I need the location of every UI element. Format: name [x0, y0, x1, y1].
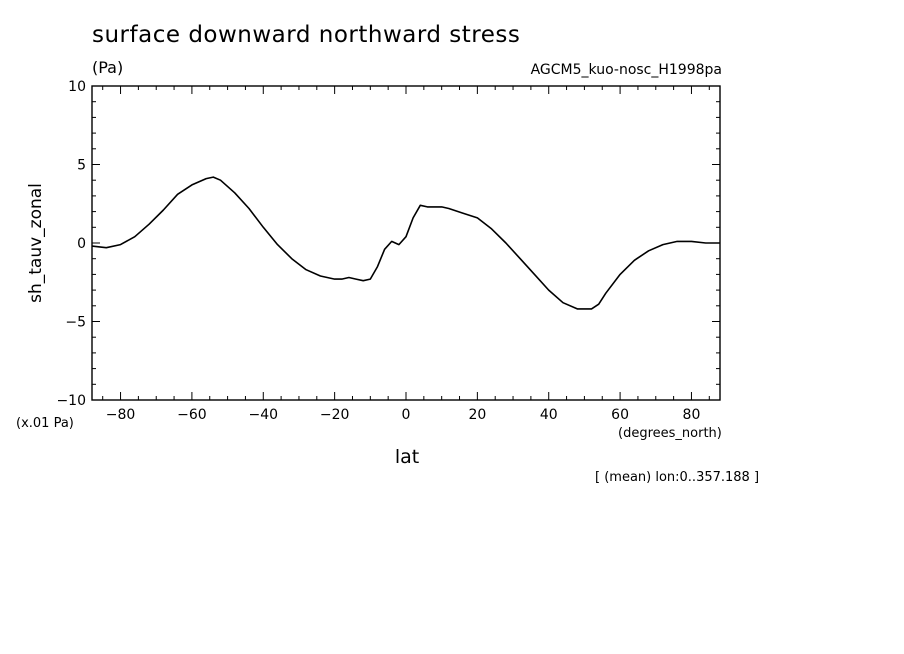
y-tick-label: 10 [68, 79, 86, 95]
x-units-label: (degrees_north) [618, 426, 722, 441]
x-tick-label: 20 [468, 407, 486, 423]
x-ticks: −80 −60 −40 −20 0 20 40 60 80 [102, 86, 710, 423]
plot-frame [91, 85, 721, 401]
x-tick-label: −80 [106, 407, 136, 423]
footnote: [ (mean) lon:0..357.188 ] [595, 470, 760, 485]
x-axis-label: lat [394, 446, 420, 468]
x-tick-label: 40 [540, 407, 558, 423]
y-ticks: −10 −5 0 5 10 [56, 79, 720, 409]
y-scale-note: (x.01 Pa) [16, 416, 74, 431]
y-tick-label: 5 [77, 158, 86, 174]
run-label: AGCM5_kuo-nosc_H1998pa [530, 62, 722, 78]
x-tick-label: −40 [248, 407, 278, 423]
x-tick-label: −60 [177, 407, 207, 423]
x-tick-label: 80 [683, 407, 701, 423]
x-tick-label: −20 [320, 407, 350, 423]
x-tick-label: 0 [402, 407, 411, 423]
units-label: (Pa) [92, 58, 124, 77]
x-tick-label: 60 [611, 407, 629, 423]
series-line [91, 176, 720, 310]
y-tick-label: 0 [77, 236, 86, 252]
chart-title: surface downward northward stress [92, 22, 521, 48]
y-tick-label: −10 [56, 393, 86, 409]
y-tick-label: −5 [65, 315, 86, 331]
series-lines [91, 176, 720, 310]
